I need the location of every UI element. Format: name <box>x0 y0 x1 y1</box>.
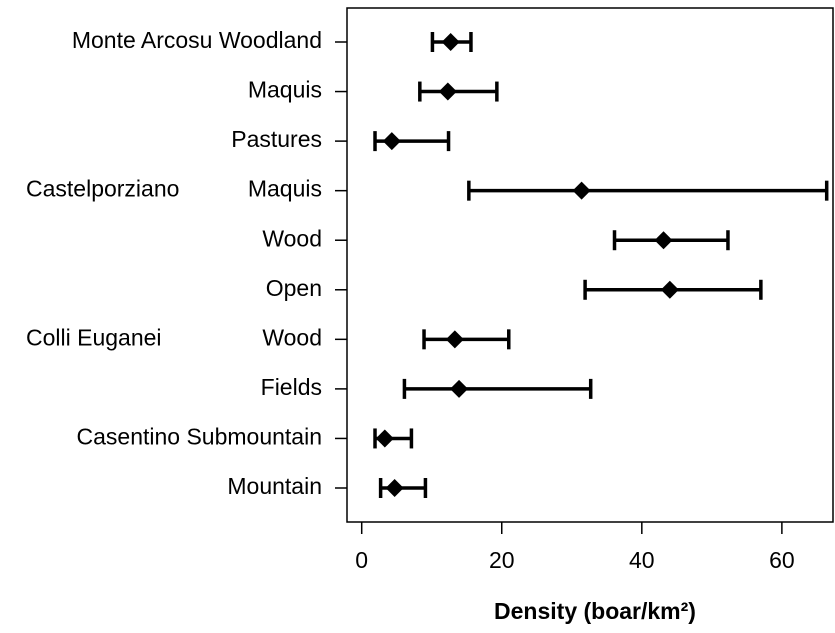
group-label: Castelporziano <box>26 176 179 202</box>
point <box>660 280 679 299</box>
point <box>450 379 469 398</box>
y-tick-label: Monte Arcosu Woodland <box>72 27 322 53</box>
x-tick-label: 0 <box>355 547 368 573</box>
y-tick-label: Fields <box>261 374 322 400</box>
y-tick-label: Open <box>266 275 322 301</box>
point <box>654 231 673 250</box>
y-tick-label: Wood <box>262 324 322 350</box>
y-tick-label: Maquis <box>248 176 322 202</box>
y-tick-label: Maquis <box>248 77 322 103</box>
y-tick-label: Pastures <box>231 126 322 152</box>
point <box>375 429 394 448</box>
x-tick-label: 20 <box>489 547 515 573</box>
y-tick-label: Wood <box>262 225 322 251</box>
point <box>438 82 457 101</box>
point <box>441 33 460 51</box>
x-tick-label: 40 <box>629 547 655 573</box>
y-tick-label: Mountain <box>227 473 322 499</box>
point <box>572 181 591 200</box>
x-tick-label: 60 <box>769 547 795 573</box>
point <box>445 330 464 349</box>
x-axis-title: Density (boar/km²) <box>494 598 696 624</box>
plot-frame <box>346 7 834 523</box>
group-label: Colli Euganei <box>26 324 162 350</box>
point <box>382 132 401 151</box>
y-tick-label: Casentino Submountain <box>77 424 323 450</box>
point <box>385 479 404 497</box>
